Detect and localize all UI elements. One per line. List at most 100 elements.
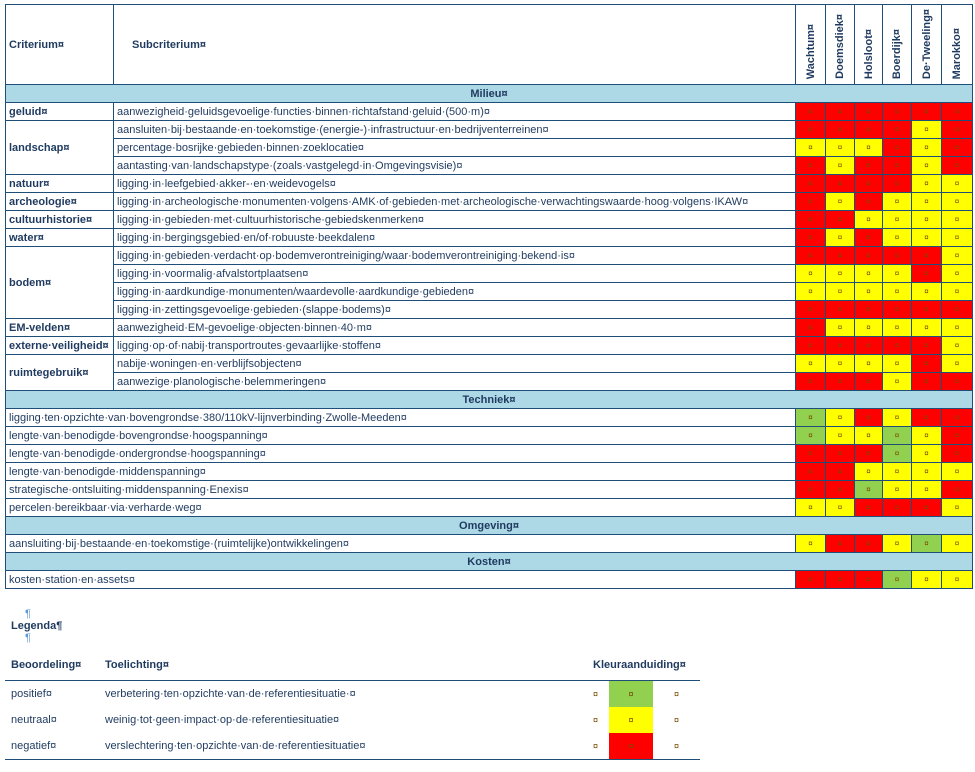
score-cell: ¤	[825, 156, 855, 176]
score-cell: ¤	[911, 426, 942, 446]
score-cell: ¤	[882, 444, 912, 464]
score-cell: ¤	[941, 498, 973, 518]
score-cell: ¤	[911, 246, 942, 266]
subcriterium-cell: aansluiten·bij·bestaande·en·toekomstige·…	[113, 120, 796, 140]
score-cell: ¤	[795, 444, 826, 464]
score-cell: ¤	[825, 192, 855, 212]
legend-label: positief¤	[11, 688, 52, 700]
score-cell: ¤	[825, 120, 855, 140]
score-cell: ¤	[825, 174, 855, 194]
subcriterium-cell: ligging·in·voormalig·afvalstortplaatsen¤	[113, 264, 796, 284]
criterium-cell: archeologie¤	[5, 192, 114, 212]
criteria-row: strategische·ontsluiting·middenspanning·…	[5, 480, 973, 500]
score-cell: ¤	[941, 210, 973, 230]
score-cell: ¤	[795, 570, 826, 590]
score-cell: ¤	[854, 354, 883, 374]
criteria-row: aantasting·van·landschapstype·(zoals·vas…	[6, 156, 973, 176]
subcriterium-header: Subcriterium¤	[113, 3, 796, 86]
score-cell: ¤	[854, 138, 883, 158]
score-cell: ¤	[941, 120, 973, 140]
criterium-cell: ruimtegebruik¤	[5, 354, 114, 392]
score-cell: ¤	[825, 264, 855, 284]
score-cell: ¤	[941, 354, 973, 374]
score-cell: ¤	[882, 408, 912, 428]
score-cell: ¤	[911, 372, 942, 392]
score-cell: ¤	[825, 210, 855, 230]
criterium-cell: geluid¤	[5, 102, 114, 122]
score-cell: ¤	[825, 102, 855, 122]
criterium-cell: EM-velden¤	[5, 318, 114, 338]
subcriterium-cell: nabije·woningen·en·verblijfsobjecten¤	[113, 354, 796, 374]
score-cell: ¤	[941, 570, 973, 590]
section-title: Milieu¤	[5, 84, 973, 104]
score-cell: ¤	[854, 156, 883, 176]
score-cell: ¤	[911, 210, 942, 230]
cell-mark: ¤	[587, 733, 609, 760]
subcriterium-cell: strategische·ontsluiting·middenspanning·…	[5, 480, 796, 500]
section-title: Techniek¤	[5, 390, 973, 410]
score-cell: ¤	[795, 372, 826, 392]
score-cell: ¤	[825, 318, 855, 338]
score-cell: ¤	[854, 192, 883, 212]
score-cell: ¤	[825, 372, 855, 392]
legend-label: neutraal¤	[11, 714, 57, 726]
score-cell: ¤	[854, 534, 883, 554]
location-header-doemsdiek: Doemsdiek¤	[825, 3, 855, 86]
legend-row: positief¤ verbetering·ten·opzichte·van·de…	[5, 680, 700, 707]
score-cell: ¤	[882, 336, 912, 356]
score-cell: ¤	[795, 264, 826, 284]
score-cell: ¤	[854, 210, 883, 230]
score-cell: ¤	[941, 534, 973, 554]
score-cell: ¤	[825, 282, 855, 302]
subcriterium-cell: lengte·van·benodigde·bovengrondse·hoogsp…	[5, 426, 796, 446]
criteria-row: externe·veiligheid¤ ligging·op·of·nabij·t…	[5, 336, 973, 356]
criteria-row: ligging·in·voormalig·afvalstortplaatsen¤…	[6, 264, 973, 284]
legend-header-beoordeling: Beoordeling¤	[5, 650, 99, 681]
subcriterium-cell: kosten·station·en·assets¤	[5, 570, 796, 590]
cell-mark: ¤	[593, 689, 599, 699]
score-cell: ¤	[941, 318, 973, 338]
subcriterium-cell: lengte·van·benodigde·ondergrondse·hoogsp…	[5, 444, 796, 464]
legend-label: negatief¤	[5, 733, 99, 760]
score-cell: ¤	[825, 408, 855, 428]
legend-header-kleur: Kleuraanduiding¤	[587, 650, 700, 681]
score-cell: ¤	[825, 426, 855, 446]
score-cell: ¤	[882, 426, 912, 446]
criterium-cell: bodem¤	[5, 246, 114, 320]
criterium-header: Criterium¤	[5, 3, 114, 86]
criteria-row: archeologie¤ ligging·in·archeologische·mo…	[5, 192, 973, 212]
score-cell: ¤	[882, 102, 912, 122]
score-cell: ¤	[911, 408, 942, 428]
subcriterium-cell: aanwezigheid·geluidsgevoelige·functies·b…	[113, 102, 796, 122]
score-cell: ¤	[854, 246, 883, 266]
score-cell: ¤	[825, 444, 855, 464]
subcriterium-cell: ligging·ten·opzichte·van·bovengrondse·38…	[5, 408, 796, 428]
score-cell: ¤	[941, 444, 973, 464]
score-cell: ¤	[941, 282, 973, 302]
criteria-row: kosten·station·en·assets¤ ¤ ¤ ¤ ¤ ¤ ¤	[5, 570, 973, 590]
subcriterium-cell: aanwezige·planologische·belemmeringen¤	[113, 372, 796, 392]
subcriterium-cell: ligging·in·bergingsgebied·en/of·robuuste…	[113, 228, 796, 248]
score-cell: ¤	[854, 228, 883, 248]
criteria-table: Criterium¤ Subcriterium¤ Wachtum¤ Doemsd…	[5, 3, 973, 590]
location-header-de-tweeling: De·Tweeling¤	[911, 3, 942, 86]
section-header: Kosten¤	[5, 552, 973, 572]
score-cell: ¤	[941, 174, 973, 194]
legend-color-swatch: ¤	[609, 680, 653, 707]
score-cell: ¤	[825, 480, 855, 500]
score-cell: ¤	[882, 354, 912, 374]
score-cell: ¤	[854, 264, 883, 284]
section-header: Omgeving¤	[5, 516, 973, 536]
legend-header-row: Beoordeling¤ Toelichting¤ Kleuraanduidin…	[5, 650, 700, 681]
score-cell: ¤	[941, 426, 973, 446]
score-cell: ¤	[825, 138, 855, 158]
score-cell: ¤	[911, 192, 942, 212]
score-cell: ¤	[825, 336, 855, 356]
score-cell: ¤	[795, 174, 826, 194]
legend-header-toelichting: Toelichting¤	[99, 650, 587, 681]
criteria-row: cultuurhistorie¤ ligging·in·gebieden·met·…	[5, 210, 973, 230]
score-cell: ¤	[941, 372, 973, 392]
score-cell: ¤	[825, 246, 855, 266]
score-cell: ¤	[882, 228, 912, 248]
criteria-row: water¤ ligging·in·bergingsgebied·en/of·ro…	[5, 228, 973, 248]
